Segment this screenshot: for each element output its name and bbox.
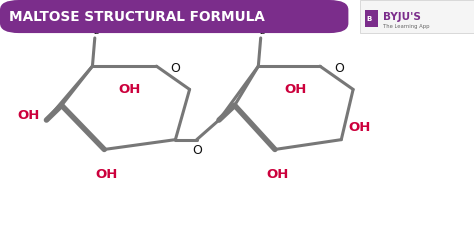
- Text: OH: OH: [118, 83, 141, 96]
- Text: $\mathdefault{CH_2OH}$: $\mathdefault{CH_2OH}$: [241, 22, 285, 37]
- Text: OH: OH: [266, 168, 289, 181]
- Text: OH: OH: [95, 168, 118, 181]
- Text: MALTOSE STRUCTURAL FORMULA: MALTOSE STRUCTURAL FORMULA: [9, 10, 264, 24]
- Text: O: O: [192, 144, 201, 157]
- Text: $\mathdefault{CH_2OH}$: $\mathdefault{CH_2OH}$: [75, 22, 119, 37]
- FancyBboxPatch shape: [0, 0, 348, 33]
- Text: OH: OH: [284, 83, 307, 96]
- FancyBboxPatch shape: [360, 0, 474, 33]
- Text: O: O: [334, 62, 344, 75]
- Text: OH: OH: [17, 109, 39, 122]
- Text: OH: OH: [348, 121, 371, 134]
- Text: The Learning App: The Learning App: [383, 24, 429, 29]
- FancyBboxPatch shape: [365, 10, 378, 27]
- Text: B: B: [366, 16, 371, 22]
- Text: O: O: [171, 62, 180, 75]
- Text: BYJU'S: BYJU'S: [383, 12, 421, 22]
